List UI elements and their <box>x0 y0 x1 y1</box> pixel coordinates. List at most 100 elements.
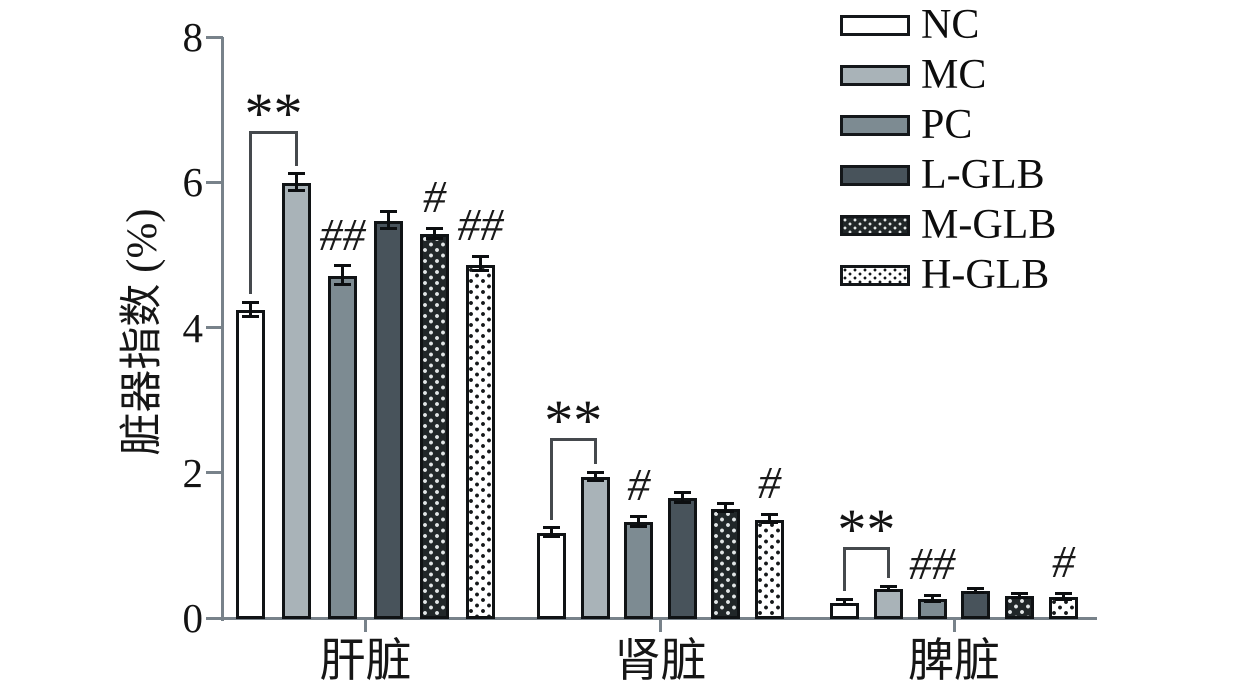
legend-label: H-GLB <box>921 252 1050 298</box>
bar-M-GLB-脾脏 <box>1005 596 1035 619</box>
bar-PC-肝脏 <box>328 276 357 619</box>
error-bar-cap <box>472 254 489 258</box>
error-bar-cap <box>717 502 735 506</box>
y-tick-label: 8 <box>182 14 204 60</box>
sig-bracket-bar <box>550 437 597 441</box>
error-bar-cap <box>242 300 259 304</box>
error-bar-cap <box>673 501 691 505</box>
bar-NC-肝脏 <box>236 310 265 619</box>
bar-L-GLB-脾脏 <box>961 591 991 619</box>
error-bar-cap <box>586 479 604 483</box>
y-axis <box>221 37 224 621</box>
y-tick-label: 6 <box>182 159 204 206</box>
error-bar-cap <box>288 189 305 193</box>
error-bar-cap <box>334 264 351 268</box>
error-bar-cap <box>472 269 489 273</box>
legend-swatch-nc-icon <box>840 14 910 36</box>
legend-label: M-GLB <box>921 202 1057 248</box>
legend-label: PC <box>921 102 973 148</box>
bar-M-GLB-肾脏 <box>711 508 741 619</box>
error-bar-stem <box>637 516 641 527</box>
error-bar-cap <box>334 283 351 287</box>
error-bar-cap <box>717 509 735 513</box>
legend-row: L-GLB <box>840 150 1240 200</box>
y-tick <box>206 326 223 329</box>
legend-swatch-pc-icon <box>840 114 910 136</box>
sig-asterisks: ** <box>837 496 896 562</box>
bar-PC-肾脏 <box>624 522 654 619</box>
error-bar-cap <box>673 490 691 494</box>
bar-MC-脾脏 <box>873 589 903 619</box>
error-bar-cap <box>630 514 648 518</box>
error-bar-cap <box>586 470 604 474</box>
y-tick-label: 2 <box>182 449 204 496</box>
y-tick-label: 0 <box>182 595 204 641</box>
error-bar-cap <box>761 512 778 516</box>
legend-row: M-GLB <box>840 200 1240 250</box>
error-bar-stem <box>843 599 846 605</box>
bar-M-GLB-肝脏 <box>420 234 449 619</box>
sig-asterisks: ** <box>544 387 603 453</box>
error-bar-cap <box>1055 597 1072 601</box>
sig-label: # <box>423 171 446 222</box>
legend: NC MC PC L-GLB M-GLB H-GLB <box>840 0 1240 300</box>
error-bar-cap <box>426 226 443 230</box>
sig-label: ## <box>319 208 366 260</box>
x-category-label: 肝脏 <box>319 635 412 686</box>
error-bar-cap <box>967 586 985 590</box>
error-bar-cap <box>967 591 985 595</box>
error-bar-stem <box>295 173 298 191</box>
error-bar-stem <box>341 265 344 285</box>
error-bar-cap <box>380 227 397 231</box>
legend-label: MC <box>921 52 987 98</box>
y-tick <box>206 35 223 39</box>
error-bar-stem <box>724 503 728 512</box>
error-bar-cap <box>836 603 853 607</box>
error-bar-stem <box>593 472 597 481</box>
legend-swatch-m-glb-icon <box>840 214 910 236</box>
legend-row: MC <box>840 50 1240 100</box>
sig-bracket-left-arm <box>843 546 846 592</box>
error-bar-stem <box>479 256 482 271</box>
y-tick <box>206 180 223 184</box>
error-bar-stem <box>550 527 553 537</box>
sig-label: # <box>1052 536 1075 588</box>
error-bar-cap <box>380 209 397 213</box>
legend-swatch-mc-icon <box>840 64 910 86</box>
sig-bracket-left-arm <box>550 437 553 520</box>
x-tick <box>659 620 662 632</box>
sig-label: ## <box>457 199 504 251</box>
bar-L-GLB-肾脏 <box>667 498 697 619</box>
sig-bracket-bar <box>843 546 890 550</box>
sig-label: # <box>627 459 651 511</box>
sig-asterisks: ** <box>244 81 303 147</box>
error-bar-cap <box>1011 591 1029 595</box>
legend-row: PC <box>840 100 1240 150</box>
sig-bracket-left-arm <box>249 131 252 295</box>
error-bar-cap <box>242 315 259 319</box>
error-bar-cap <box>879 584 897 588</box>
error-bar-cap <box>543 526 560 530</box>
x-category-label: 肾脏 <box>614 635 707 686</box>
bar-L-GLB-肝脏 <box>374 221 403 619</box>
y-tick <box>206 616 223 620</box>
error-bar-stem <box>1062 593 1065 600</box>
sig-bracket-right-arm <box>295 131 298 166</box>
error-bar-cap <box>426 236 443 240</box>
sig-label: # <box>758 457 781 509</box>
legend-swatch-h-glb-icon <box>840 264 910 286</box>
error-bar-stem <box>433 228 436 239</box>
bar-H-GLB-肾脏 <box>755 519 784 619</box>
error-bar-stem <box>930 595 934 602</box>
bar-MC-肾脏 <box>580 477 610 619</box>
sig-bracket-bar <box>249 131 298 135</box>
sig-bracket-right-arm <box>886 546 890 579</box>
error-bar-cap <box>761 521 778 525</box>
bar-NC-肾脏 <box>537 533 566 619</box>
error-bar-stem <box>680 492 684 503</box>
y-tick-label: 4 <box>182 304 204 351</box>
error-bar-cap <box>543 535 560 539</box>
legend-row: NC <box>840 0 1240 50</box>
